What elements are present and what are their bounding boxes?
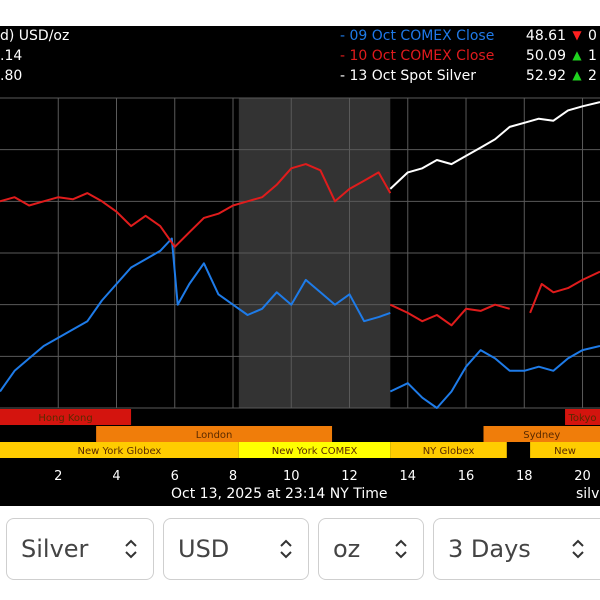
session-label: New York COMEX [272,446,358,457]
price-chart: Hong Kong Tokyo London Sydney New York Globe… [0,97,600,484]
legend-series-name: - 09 Oct COMEX Close [340,28,495,44]
session-label: New [554,446,576,457]
ask-value: .80 [0,68,23,84]
series-line [0,237,391,393]
legend-series-name: - 13 Oct Spot Silver [340,68,477,84]
legend-entry: - 09 Oct COMEX Close 48.61 ▼ 0 [340,28,600,44]
updown-chevron-icon [395,539,407,559]
updown-chevron-icon [280,539,292,559]
session-label: NY Globex [423,446,475,457]
updown-chevron-icon [125,539,137,559]
metal-select[interactable]: Silver [6,518,154,580]
unit-label: d) USD/oz [0,28,70,44]
legend-series-value: 48.61 [525,28,566,44]
legend-series-name: - 10 Oct COMEX Close [340,48,495,64]
up-arrow-icon: ▲ [572,68,582,82]
x-tick-label: 2 [54,469,62,484]
currency-select-value: USD [178,535,230,563]
series-line [529,270,600,314]
series-line [389,101,600,190]
range-select-value: 3 Days [448,535,531,563]
unit-select-value: oz [333,535,361,563]
session-bar [530,442,600,458]
x-tick-label: 20 [574,469,591,484]
legend-series-value: 52.92 [525,68,566,84]
x-tick-label: 16 [458,469,475,484]
x-tick-label: 4 [112,469,120,484]
chart-panel: Hong Kong Tokyo London Sydney New York Globe… [0,26,600,506]
series-line [389,345,600,409]
series-line [0,163,392,248]
session-bar [96,426,333,442]
currency-select[interactable]: USD [163,518,309,580]
session-bar [238,442,391,458]
legend-series-change: 1 [588,48,597,64]
controls-bar: Silver USD oz 3 Days [0,506,600,600]
brand-label: silve [576,486,600,502]
x-tick-label: 10 [283,469,300,484]
session-bar [0,442,239,458]
session-bar [483,426,600,442]
legend-entry: - 10 Oct COMEX Close 50.09 ▲ 1 [340,48,600,64]
session-bar [565,409,600,425]
range-select[interactable]: 3 Days [433,518,600,580]
session-label: Hong Kong [38,413,92,424]
updown-chevron-icon [572,539,584,559]
session-bar [390,442,507,458]
legend-series-change: 2 [588,68,597,84]
x-tick-label: 6 [171,469,179,484]
session-label: London [196,430,233,441]
metal-select-value: Silver [21,535,89,563]
series-line [389,303,510,327]
legend-entry: - 13 Oct Spot Silver 52.92 ▲ 2 [340,68,600,84]
session-bar [0,409,132,425]
x-tick-label: 8 [229,469,237,484]
x-tick-label: 18 [516,469,533,484]
legend-series-value: 50.09 [525,48,566,64]
session-label: Sydney [523,430,560,441]
down-arrow-icon: ▼ [572,28,582,42]
x-tick-label: 14 [399,469,416,484]
up-arrow-icon: ▲ [572,48,582,62]
bid-value: .14 [0,48,23,64]
unit-select[interactable]: oz [318,518,424,580]
session-label: Tokyo [568,413,597,424]
timestamp: Oct 13, 2025 at 23:14 NY Time [171,486,388,502]
x-tick-label: 12 [341,469,358,484]
legend-series-change: 0 [588,28,597,44]
session-label: New York Globex [77,446,161,457]
